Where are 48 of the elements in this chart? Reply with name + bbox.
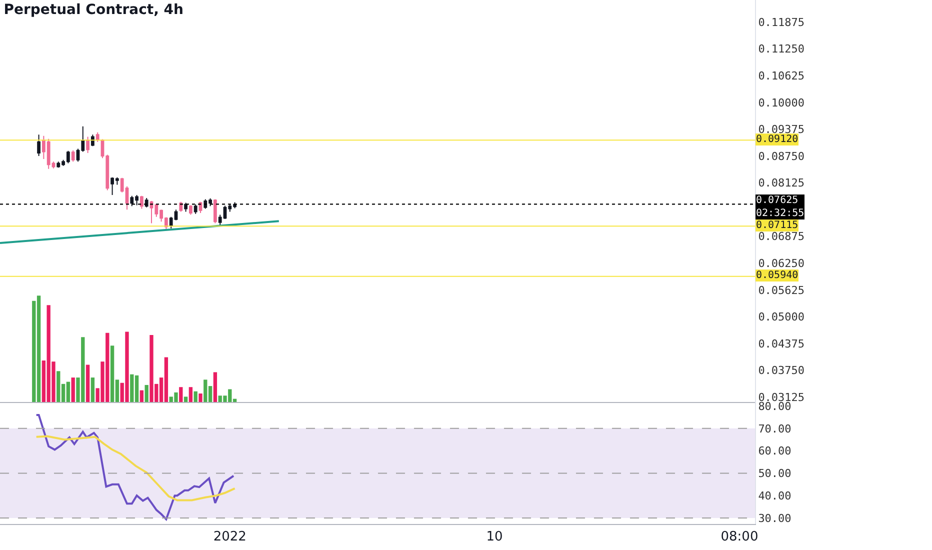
y-tick-label: 0.05625 xyxy=(758,284,805,297)
y-tick-label: 50.00 xyxy=(758,467,792,480)
bar xyxy=(198,393,202,402)
y-tick-label: 60.00 xyxy=(758,444,792,458)
y-tick-label: 0.03750 xyxy=(758,364,805,378)
bar xyxy=(194,391,198,402)
bar xyxy=(188,387,193,402)
ref-line-label: 0.07625 02:32:55 xyxy=(756,195,804,219)
bar xyxy=(71,378,75,402)
bar xyxy=(184,396,188,402)
bar xyxy=(144,384,148,402)
y-tick-label: 0.08750 xyxy=(758,150,805,163)
candlestick xyxy=(90,134,94,147)
bar xyxy=(213,372,218,402)
chart-title: Perpetual Contract, 4h xyxy=(4,2,184,18)
y-tick-label: 0.11875 xyxy=(758,16,805,29)
ref-line-label: 0.05940 xyxy=(756,270,798,281)
y-tick-label: 0.05000 xyxy=(758,310,805,324)
candlestick xyxy=(96,132,100,142)
candlestick xyxy=(188,204,192,216)
y-tick-label: 0.06875 xyxy=(758,230,805,244)
bar xyxy=(90,378,95,402)
y-tick-label: 40.00 xyxy=(758,489,792,502)
y-tick-label: 0.10625 xyxy=(758,69,805,82)
x-tick-label: 08:00 xyxy=(720,530,758,545)
x-tick-label: 10 xyxy=(486,530,503,545)
candlestick xyxy=(140,195,144,210)
candlestick xyxy=(86,136,90,154)
ref-line-label: 0.07115 xyxy=(756,220,798,231)
y-tick-label: 70.00 xyxy=(758,422,792,436)
x-tick-label: 2022 xyxy=(213,530,246,545)
candlestick xyxy=(213,198,217,224)
candlestick xyxy=(184,202,188,212)
y-tick-label: 0.04375 xyxy=(758,337,805,350)
y-tick-label: 0.08125 xyxy=(758,176,805,190)
candlestick xyxy=(194,204,198,214)
line-series xyxy=(35,414,235,520)
y-tick-label: 0.06250 xyxy=(758,256,805,270)
ref-line-label: 0.09120 xyxy=(756,134,798,145)
line-series xyxy=(35,435,236,502)
bar xyxy=(179,387,183,402)
y-tick-label: 30.00 xyxy=(758,512,792,525)
candlestick xyxy=(71,150,75,162)
bar xyxy=(140,390,144,402)
y-tick-label: 0.11250 xyxy=(758,42,805,56)
bar xyxy=(86,364,90,402)
candlestick xyxy=(37,134,40,156)
y-tick-label: 0.10000 xyxy=(758,96,805,110)
